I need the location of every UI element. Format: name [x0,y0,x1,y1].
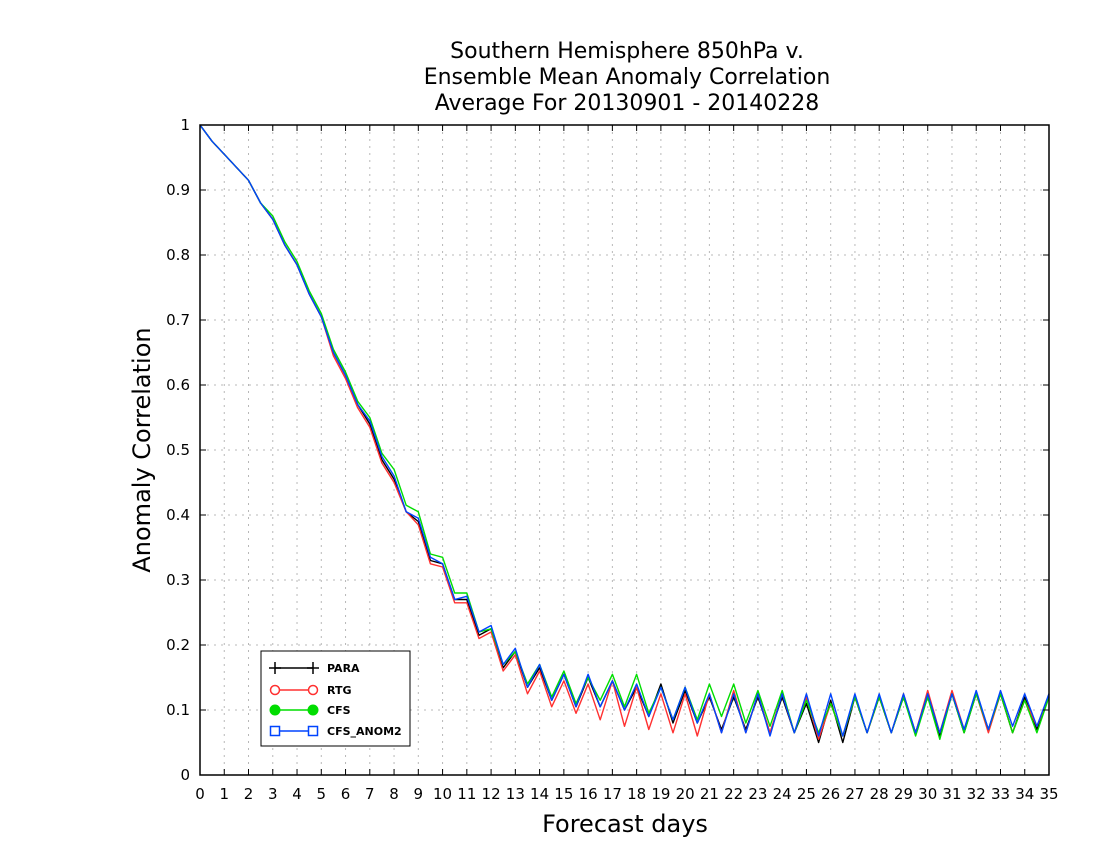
x-tick-label: 27 [845,785,864,803]
x-tick-label: 0 [195,785,205,803]
legend-marker-para [269,662,281,674]
chart-title-line-1: Southern Hemisphere 850hPa v. [450,39,804,64]
x-tick-label: 22 [724,785,743,803]
legend-marker-para [307,662,319,674]
y-tick-label: 0.3 [166,571,190,589]
y-tick-label: 0.8 [166,246,190,264]
legend-marker-rtg [307,684,319,696]
x-tick-label: 13 [506,785,525,803]
x-tick-label: 9 [414,785,424,803]
legend-marker-rtg [269,684,281,696]
legend-marker-cfs-anom2 [269,725,281,737]
series-line-rtg [199,124,1050,740]
x-tick-label: 31 [942,785,961,803]
x-tick-label: 15 [554,785,573,803]
x-tick-label: 21 [700,785,719,803]
x-tick-label: 8 [389,785,399,803]
chart-title-line-3: Average For 20130901 - 20140228 [435,91,820,116]
legend-marker-cfs [307,704,319,716]
x-tick-label: 18 [627,785,646,803]
x-tick-label: 2 [244,785,254,803]
chart-title: Southern Hemisphere 850hPa v. Ensemble M… [424,39,831,116]
y-tick-labels: 0 0.1 0.2 0.3 0.4 0.5 0.6 0.7 0.8 0.9 1 [166,116,190,784]
x-tick-label: 1 [219,785,229,803]
series-line-cfs-anom2 [199,124,1050,737]
y-tick-label: 0.7 [166,311,190,329]
x-tick-label: 10 [433,785,452,803]
legend-marker-cfs-anom2 [307,725,319,737]
y-tick-label: 0.9 [166,181,190,199]
y-tick-label: 0.5 [166,441,190,459]
x-tick-label: 12 [482,785,501,803]
legend-marker-cfs [269,704,281,716]
legend-label-cfs: CFS [327,704,351,717]
series-lines [199,124,1050,744]
x-tick-label: 32 [967,785,986,803]
series-line-para [199,124,1050,744]
legend: PARA RTG CFS CFS_ANOM2 [260,650,411,747]
x-tick-label: 29 [894,785,913,803]
y-tick-label: 0.6 [166,376,190,394]
chart-title-line-2: Ensemble Mean Anomaly Correlation [424,65,831,90]
axis-ticks [199,124,1050,776]
x-tick-label: 14 [530,785,549,803]
x-tick-label: 33 [991,785,1010,803]
legend-label-cfs-anom2: CFS_ANOM2 [327,725,402,738]
legend-box [260,650,411,747]
legend-label-rtg: RTG [327,684,352,697]
x-tick-label: 25 [797,785,816,803]
grid [200,125,1049,775]
series-line-cfs [199,124,1050,740]
x-tick-label: 24 [773,785,792,803]
x-tick-labels: 0 1 2 3 4 5 6 7 8 9 10 11 12 13 14 15 16 17 18 19 20 21 22 23 24… [195,785,1058,803]
x-tick-label: 6 [341,785,351,803]
x-tick-label: 28 [870,785,889,803]
y-tick-label: 0.1 [166,701,190,719]
y-tick-label: 0.2 [166,636,190,654]
x-tick-label: 16 [579,785,598,803]
x-tick-label: 20 [676,785,695,803]
x-tick-label: 3 [268,785,278,803]
legend-label-para: PARA [327,662,360,675]
y-tick-label: 0.4 [166,506,190,524]
x-tick-label: 23 [748,785,767,803]
x-tick-label: 35 [1039,785,1058,803]
x-tick-label: 11 [457,785,476,803]
y-tick-label: 1 [180,116,190,134]
y-tick-label: 0 [180,766,190,784]
x-tick-label: 19 [651,785,670,803]
x-tick-label: 5 [317,785,327,803]
x-tick-label: 4 [292,785,302,803]
x-tick-label: 30 [918,785,937,803]
x-tick-label: 17 [603,785,622,803]
y-axis-label: Anomaly Correlation [128,327,156,572]
x-axis-label: Forecast days [542,810,708,838]
x-tick-label: 34 [1015,785,1034,803]
x-tick-label: 7 [365,785,375,803]
x-tick-label: 26 [821,785,840,803]
